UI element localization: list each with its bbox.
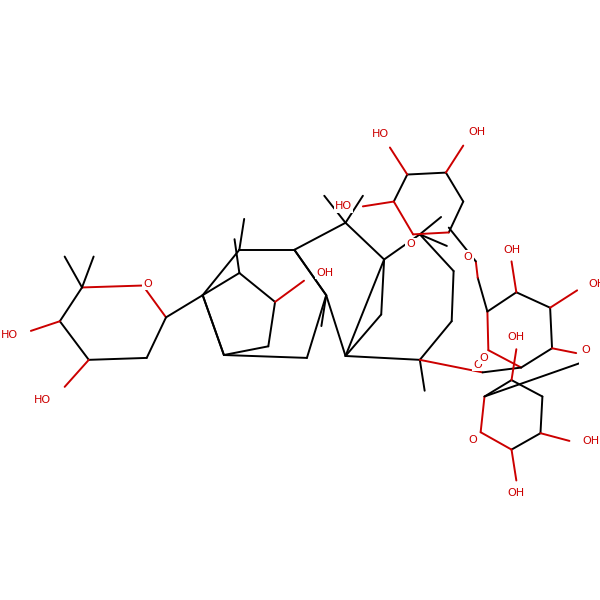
Text: OH: OH — [503, 245, 520, 255]
Text: O: O — [464, 251, 472, 262]
Text: OH: OH — [317, 268, 334, 278]
Text: HO: HO — [335, 202, 352, 211]
Text: O: O — [479, 353, 488, 363]
Text: OH: OH — [588, 278, 600, 289]
Text: OH: OH — [508, 488, 525, 498]
Text: OH: OH — [508, 332, 525, 341]
Text: O: O — [469, 435, 477, 445]
Text: HO: HO — [1, 330, 18, 340]
Text: OH: OH — [582, 436, 599, 446]
Text: OH: OH — [468, 127, 485, 137]
Text: O: O — [143, 278, 152, 289]
Text: O: O — [473, 359, 482, 370]
Text: O: O — [407, 239, 416, 249]
Text: HO: HO — [34, 395, 51, 406]
Text: HO: HO — [371, 129, 389, 139]
Text: O: O — [581, 345, 590, 355]
